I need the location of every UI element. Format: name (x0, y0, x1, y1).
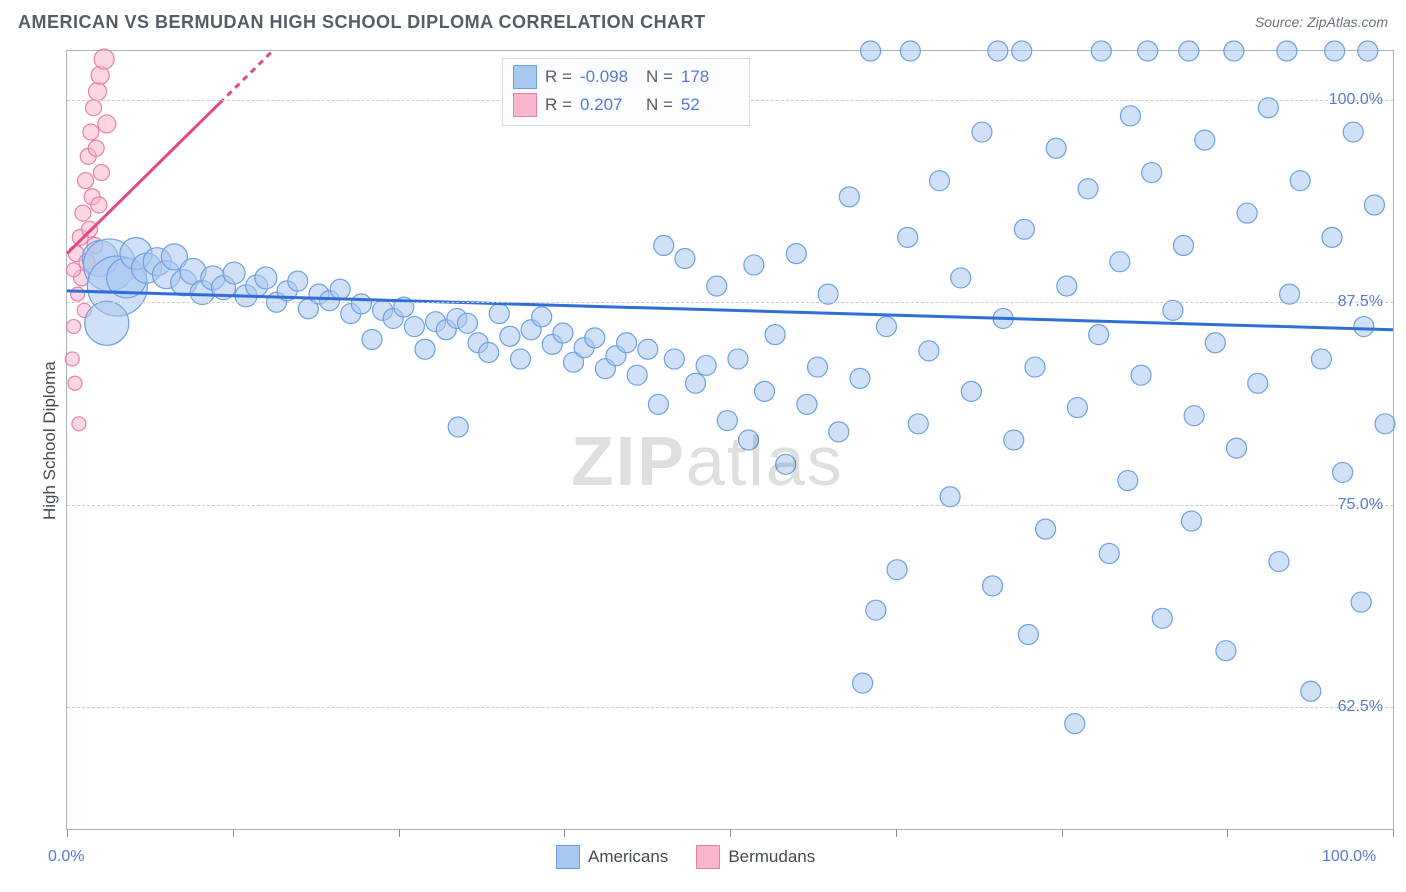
r-label: R = (545, 67, 572, 87)
grid-line (67, 505, 1393, 506)
y-tick-label: 87.5% (1338, 293, 1383, 311)
x-tick (233, 829, 234, 837)
swatch-bermudans (513, 93, 537, 117)
n-value-americans: 178 (681, 67, 739, 87)
series-label-bermudans: Bermudans (728, 847, 815, 867)
n-label: N = (646, 95, 673, 115)
legend-item-bermudans: Bermudans (696, 845, 815, 869)
grid-line (67, 707, 1393, 708)
swatch-americans (556, 845, 580, 869)
y-tick-label: 75.0% (1338, 496, 1383, 514)
series-legend: Americans Bermudans (556, 845, 815, 869)
n-label: N = (646, 67, 673, 87)
chart-header: AMERICAN VS BERMUDAN HIGH SCHOOL DIPLOMA… (0, 0, 1406, 44)
x-tick (730, 829, 731, 837)
r-label: R = (545, 95, 572, 115)
x-tick (1227, 829, 1228, 837)
plot-area: ZIPatlas 62.5%75.0%87.5%100.0% (66, 50, 1394, 830)
x-tick (67, 829, 68, 837)
correlation-legend: R = -0.098 N = 178 R = 0.207 N = 52 (502, 58, 750, 126)
x-tick (896, 829, 897, 837)
swatch-bermudans (696, 845, 720, 869)
y-axis-label: High School Diploma (40, 361, 60, 520)
legend-item-americans: Americans (556, 845, 668, 869)
source-prefix: Source: (1255, 14, 1307, 30)
x-axis-max-label: 100.0% (1322, 848, 1376, 866)
y-tick-label: 62.5% (1338, 698, 1383, 716)
swatch-americans (513, 65, 537, 89)
x-tick (399, 829, 400, 837)
x-tick (1062, 829, 1063, 837)
grid-line (67, 302, 1393, 303)
chart-title: AMERICAN VS BERMUDAN HIGH SCHOOL DIPLOMA… (18, 12, 706, 33)
legend-row-americans: R = -0.098 N = 178 (513, 63, 739, 91)
scatter-plot-svg (67, 51, 1393, 829)
legend-row-bermudans: R = 0.207 N = 52 (513, 91, 739, 119)
n-value-bermudans: 52 (681, 95, 739, 115)
y-tick-label: 100.0% (1329, 91, 1383, 109)
series-label-americans: Americans (588, 847, 668, 867)
source-name: ZipAtlas.com (1307, 14, 1388, 30)
x-tick (1393, 829, 1394, 837)
x-tick (564, 829, 565, 837)
chart-source: Source: ZipAtlas.com (1255, 14, 1388, 30)
r-value-americans: -0.098 (580, 67, 638, 87)
r-value-bermudans: 0.207 (580, 95, 638, 115)
x-axis-min-label: 0.0% (48, 848, 84, 866)
